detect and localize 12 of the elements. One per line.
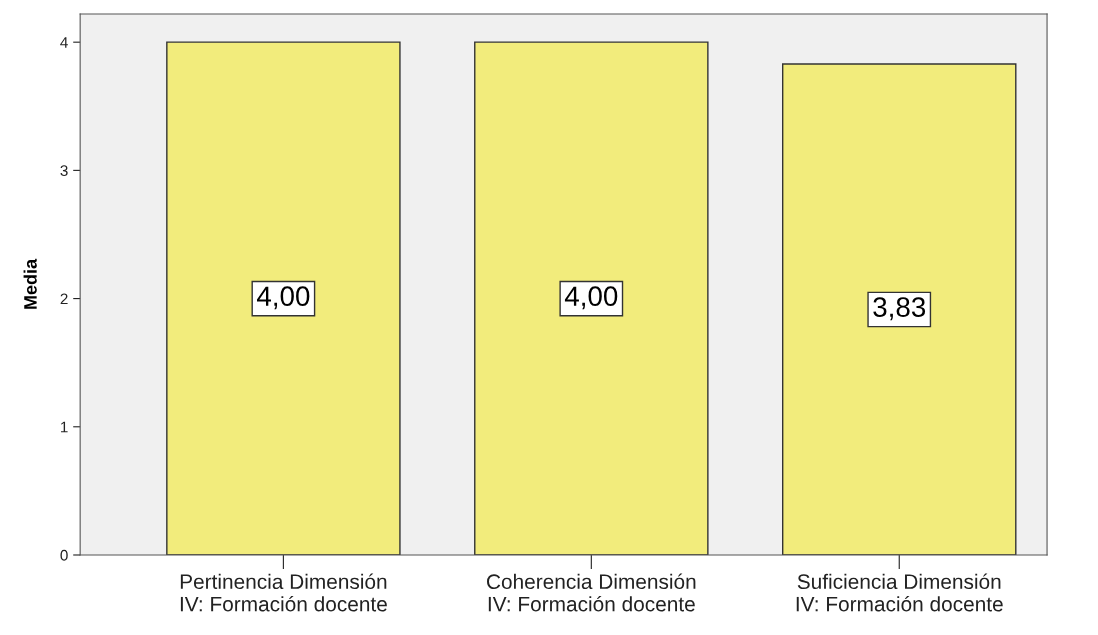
y-tick-label: 2: [60, 293, 68, 305]
data-label: 4,00: [564, 286, 618, 310]
y-axis-title: Media: [23, 258, 37, 309]
y-tick-label: 3: [60, 165, 68, 177]
y-tick-label: 1: [61, 421, 68, 433]
data-label: 3,83: [873, 297, 926, 321]
x-tick-label: Suficiencia Dimensión IV: Formación docente: [796, 573, 1003, 612]
x-tick-label: Coherencia Dimensión IV: Formación docente: [487, 573, 696, 612]
x-tick-label: Pertinencia Dimensión IV: Formación docente: [180, 573, 387, 612]
y-tick-label: 4: [60, 37, 68, 48]
y-tick-label: 0: [60, 549, 68, 561]
data-label: 4,00: [257, 286, 310, 310]
